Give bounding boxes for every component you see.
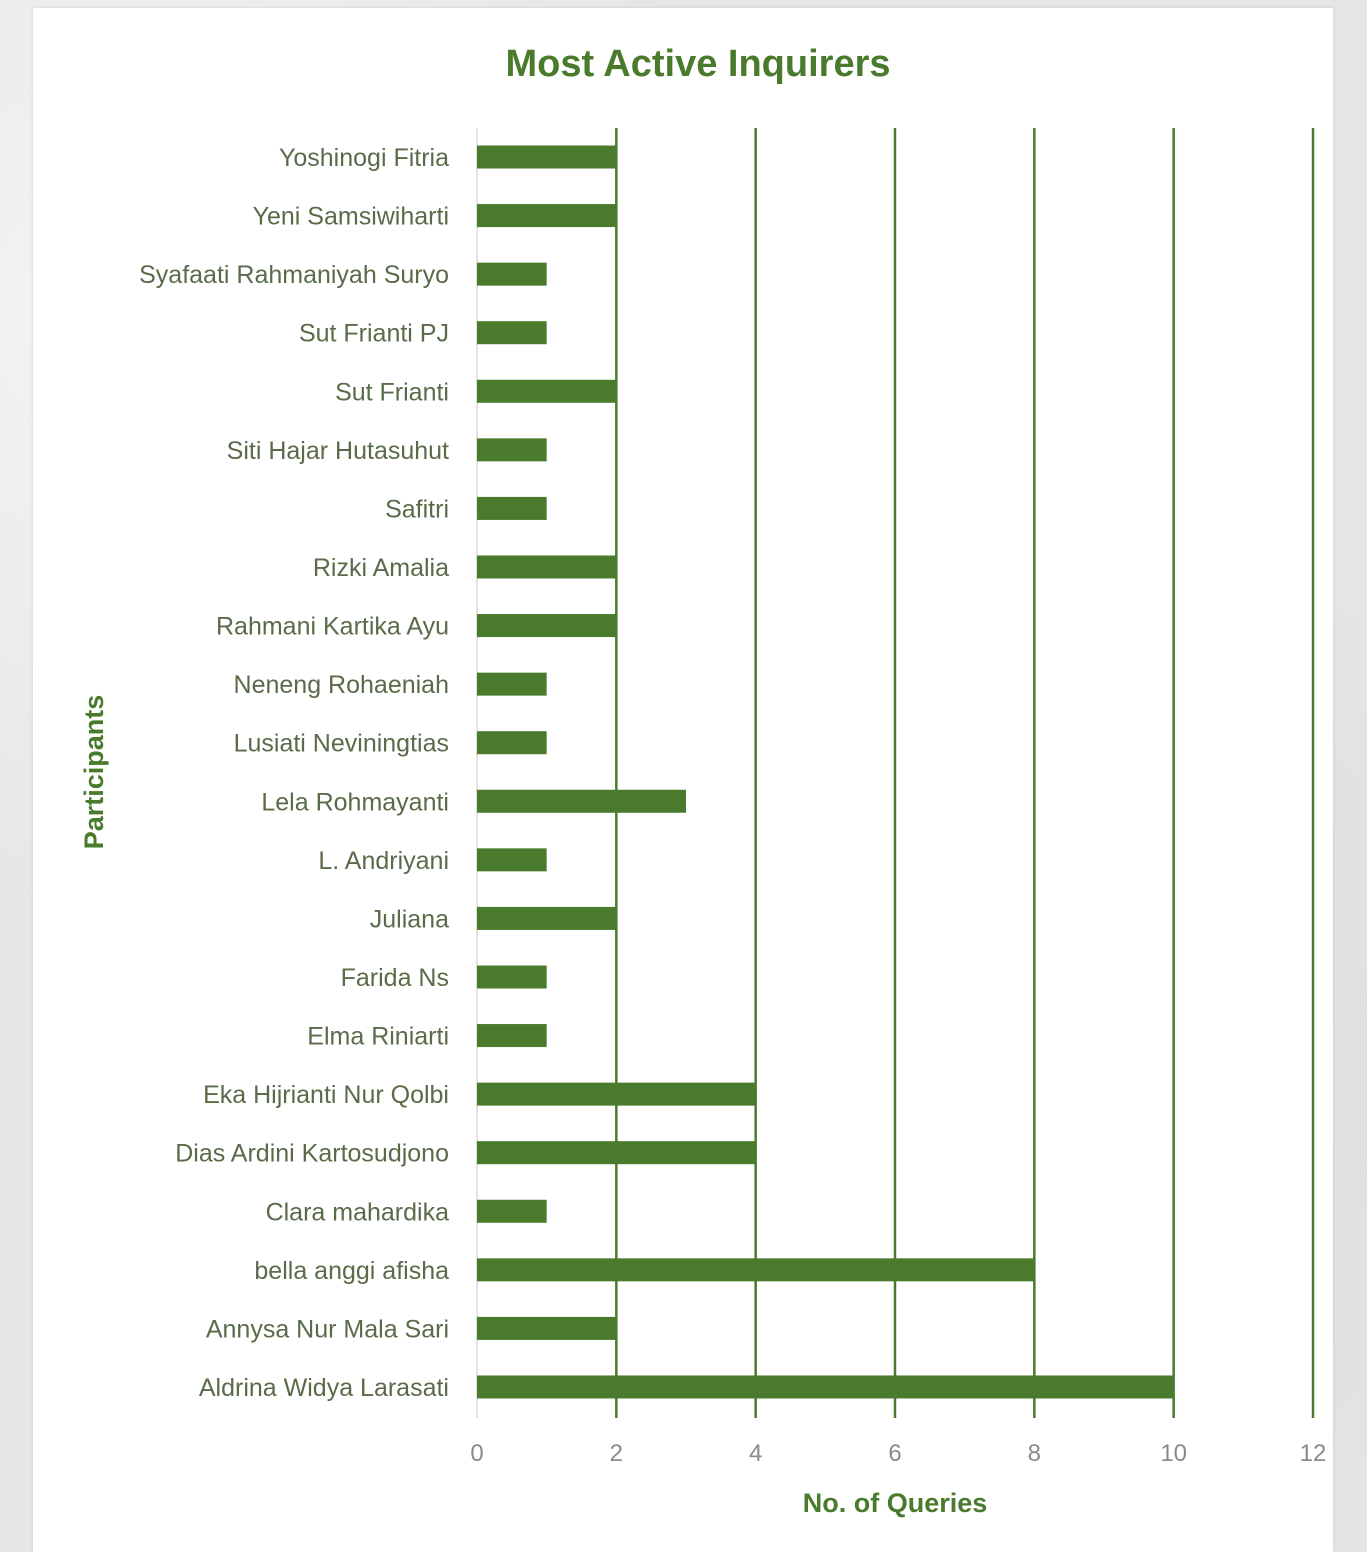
category-label: Rahmani Kartika Ayu (216, 613, 449, 641)
bar (477, 1258, 1035, 1282)
bar (477, 204, 617, 228)
bar (477, 1141, 756, 1165)
x-tick-label: 8 (1028, 1440, 1041, 1467)
chart-title: Most Active Inquirers (505, 43, 890, 85)
category-label: Elma Riniarti (307, 1023, 449, 1051)
category-label: Yeni Samsiwiharti (253, 203, 449, 231)
bar (477, 965, 547, 989)
category-label: Lela Rohmayanti (261, 788, 449, 816)
bar (477, 438, 547, 462)
x-tick-label: 10 (1160, 1440, 1187, 1467)
bar (477, 1375, 1174, 1399)
category-label: Sut Frianti PJ (299, 320, 449, 348)
bar (477, 1199, 547, 1223)
y-axis-title: Participants (79, 695, 109, 850)
category-label: Eka Hijrianti Nur Qolbi (203, 1081, 449, 1109)
category-label: Sut Frianti (335, 378, 449, 406)
category-label: Neneng Rohaeniah (234, 671, 449, 699)
category-label: Juliana (370, 905, 449, 933)
x-tick-label: 4 (749, 1440, 762, 1467)
bar (477, 262, 547, 286)
category-label: Aldrina Widya Larasati (199, 1374, 449, 1402)
category-label: Annysa Nur Mala Sari (206, 1315, 449, 1343)
gridlines (476, 128, 1315, 1418)
bar (477, 555, 617, 579)
category-label: Dias Ardini Kartosudjono (175, 1140, 449, 1168)
category-label: Syafaati Rahmaniyah Suryo (139, 261, 449, 289)
bar (477, 1316, 617, 1340)
x-axis-title: No. of Queries (803, 1488, 988, 1518)
bar (477, 1024, 547, 1048)
x-tick-label: 2 (610, 1440, 623, 1467)
category-label: Lusiati Neviningtias (234, 730, 449, 758)
bar (477, 496, 547, 520)
bar (477, 672, 547, 696)
category-label: L. Andriyani (318, 847, 449, 875)
bar (477, 379, 617, 403)
category-labels: Yoshinogi Fitria Yeni Samsiwiharti Syafaat… (139, 144, 449, 1402)
bars (477, 145, 1174, 1399)
x-tick-label: 12 (1300, 1440, 1327, 1467)
bar (477, 145, 617, 169)
x-tick-label: 6 (888, 1440, 901, 1467)
chart-panel (33, 8, 1333, 1552)
x-tick-label: 0 (470, 1440, 483, 1467)
bar (477, 731, 547, 755)
category-label: Rizki Amalia (313, 554, 449, 582)
category-label: Farida Ns (341, 964, 449, 992)
category-label: Clara mahardika (266, 1198, 450, 1226)
bar (477, 906, 617, 930)
bar (477, 614, 617, 638)
category-label: Siti Hajar Hutasuhut (227, 437, 449, 465)
x-tick-labels: 0 2 4 6 8 10 12 (470, 1440, 1326, 1467)
bar (477, 321, 547, 345)
category-label: bella anggi afisha (254, 1257, 449, 1285)
bar (477, 1082, 756, 1106)
category-label: Safitri (385, 495, 449, 523)
bar (477, 848, 547, 872)
bar (477, 789, 686, 813)
category-label: Yoshinogi Fitria (279, 144, 449, 172)
